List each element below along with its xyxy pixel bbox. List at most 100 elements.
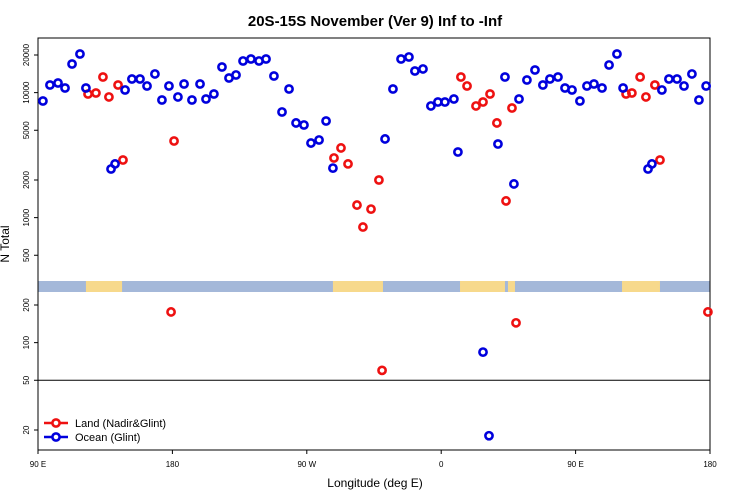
data-point bbox=[478, 347, 488, 358]
y-tick-label: 2000 bbox=[22, 171, 31, 189]
data-point bbox=[38, 96, 48, 106]
data-point bbox=[453, 147, 463, 157]
data-point bbox=[514, 94, 524, 104]
data-point bbox=[231, 70, 241, 80]
x-tick-label: 180 bbox=[166, 460, 180, 469]
y-tick-label: 20000 bbox=[22, 43, 31, 66]
data-point bbox=[120, 85, 130, 95]
y-tick-label: 1000 bbox=[22, 208, 31, 226]
data-point bbox=[567, 85, 577, 95]
data-point bbox=[687, 69, 697, 79]
data-point bbox=[493, 139, 503, 149]
data-point bbox=[500, 72, 510, 82]
data-point bbox=[277, 107, 287, 117]
data-point bbox=[157, 95, 167, 105]
data-point bbox=[545, 74, 555, 84]
data-point bbox=[150, 69, 160, 79]
data-point bbox=[306, 138, 316, 148]
data-point bbox=[485, 89, 495, 99]
y-tick-label: 500 bbox=[22, 248, 31, 262]
data-point bbox=[104, 92, 114, 102]
data-point bbox=[511, 317, 521, 328]
surface-strip-land bbox=[85, 281, 123, 292]
data-point bbox=[45, 80, 55, 90]
y-tick-label: 100 bbox=[22, 335, 31, 349]
data-point bbox=[380, 134, 390, 144]
data-point bbox=[456, 72, 466, 82]
data-point bbox=[377, 365, 387, 376]
data-point bbox=[60, 83, 70, 93]
legend-marker bbox=[51, 418, 61, 428]
data-point bbox=[142, 81, 152, 91]
data-point bbox=[166, 307, 176, 317]
chart-title: 20S-15S November (Ver 9) Inf to -Inf bbox=[248, 13, 503, 30]
data-point bbox=[478, 97, 488, 107]
data-point bbox=[694, 95, 704, 105]
x-tick-label: 90 E bbox=[567, 460, 583, 469]
surface-strip-land bbox=[460, 281, 505, 292]
data-point bbox=[626, 88, 637, 98]
data-point bbox=[118, 155, 128, 165]
data-point bbox=[374, 175, 384, 185]
data-point bbox=[396, 54, 406, 64]
data-point bbox=[53, 78, 63, 88]
surface-strip-land bbox=[622, 281, 660, 292]
data-point bbox=[195, 79, 205, 89]
data-point bbox=[127, 74, 137, 84]
data-point bbox=[703, 307, 713, 317]
data-point bbox=[269, 71, 279, 81]
data-point bbox=[98, 72, 108, 82]
data-point bbox=[410, 66, 420, 76]
y-axis-label: N Total bbox=[0, 225, 12, 262]
data-point bbox=[509, 179, 519, 189]
data-point bbox=[425, 101, 436, 111]
data-point bbox=[113, 80, 123, 90]
data-point bbox=[352, 200, 362, 210]
data-point bbox=[553, 72, 563, 82]
data-point bbox=[110, 159, 120, 169]
surface-strip-land bbox=[332, 281, 383, 292]
data-point bbox=[462, 81, 472, 91]
legend-marker bbox=[51, 432, 61, 442]
data-point bbox=[321, 116, 331, 126]
y-tick-label: 5000 bbox=[22, 121, 31, 139]
data-point bbox=[217, 62, 227, 72]
data-point bbox=[238, 56, 248, 66]
data-point bbox=[261, 54, 271, 64]
data-point bbox=[179, 79, 189, 89]
plot-frame bbox=[37, 37, 711, 451]
x-tick-label: 0 bbox=[439, 460, 444, 469]
data-point bbox=[484, 430, 494, 441]
data-point bbox=[404, 52, 414, 62]
data-point bbox=[135, 74, 145, 84]
x-tick-label: 90 E bbox=[30, 460, 46, 469]
data-point bbox=[209, 89, 219, 99]
data-point bbox=[329, 153, 339, 163]
data-point bbox=[67, 59, 77, 69]
data-point bbox=[448, 94, 459, 104]
y-tick-label: 50 bbox=[22, 375, 31, 384]
surface-strip-land bbox=[507, 281, 515, 292]
data-point bbox=[343, 159, 353, 169]
y-tick-label: 200 bbox=[22, 298, 31, 312]
y-tick-label: 20 bbox=[22, 425, 31, 434]
legend-label: Ocean (Glint) bbox=[75, 432, 140, 444]
data-point bbox=[635, 72, 646, 82]
data-point bbox=[291, 118, 301, 128]
data-point bbox=[314, 135, 324, 145]
data-point bbox=[201, 94, 211, 104]
data-point bbox=[507, 103, 517, 113]
data-point bbox=[522, 75, 532, 85]
data-point bbox=[701, 81, 712, 91]
data-point bbox=[649, 80, 660, 90]
data-point bbox=[246, 54, 256, 64]
data-point bbox=[537, 80, 548, 90]
data-point bbox=[647, 159, 657, 169]
data-point bbox=[328, 163, 338, 174]
data-point bbox=[299, 120, 309, 130]
data-point bbox=[388, 84, 398, 94]
data-point bbox=[91, 88, 101, 98]
data-point bbox=[169, 136, 179, 146]
data-point bbox=[418, 64, 428, 74]
